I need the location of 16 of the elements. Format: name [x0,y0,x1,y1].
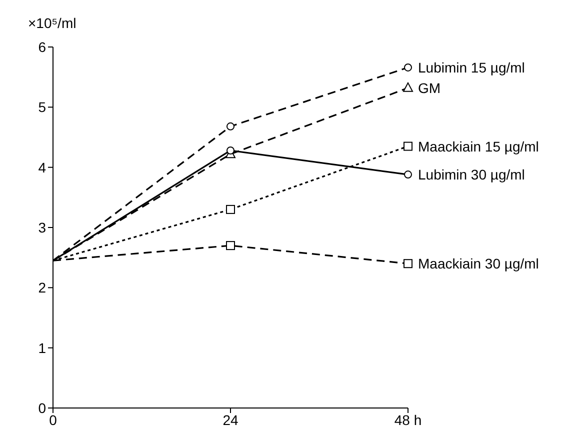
x-tick-label: 0 [49,412,58,427]
y-tick-label: 1 [38,340,46,356]
y-tick-label: 6 [38,38,46,55]
y-tick-label: 3 [38,219,46,236]
y-tick-label: 4 [38,159,46,176]
y-tick-label: 2 [38,280,46,296]
y-axis-title: ×10⁵/ml [28,15,76,31]
x-tick-label: 24 [222,412,238,427]
x-tick-label: 48 h [394,412,422,427]
series-label: GM [418,80,441,96]
series-label: Maackiain 15 µg/ml [418,138,539,154]
series-label: Lubimin 15 µg/ml [418,59,525,76]
series-label: Lubimin 30 µg/ml [418,166,525,183]
y-tick-label: 5 [38,99,46,116]
y-tick-label: 0 [38,400,46,416]
series-label: Maackiain 30 µg/ml [418,256,539,272]
